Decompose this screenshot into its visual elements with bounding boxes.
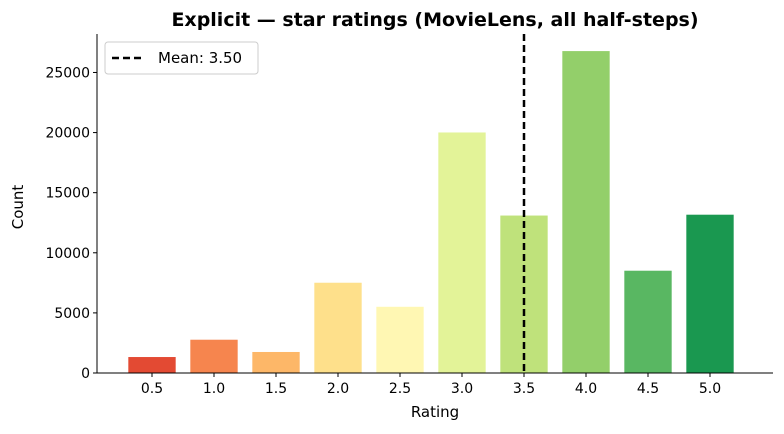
x-tick-label: 3.5 — [513, 381, 535, 397]
y-axis-label: Count — [9, 185, 27, 230]
x-tick-label: 0.5 — [141, 381, 163, 397]
chart-legend: Mean: 3.50 — [104, 41, 259, 75]
bar-2.5 — [375, 305, 425, 374]
legend-frame — [104, 41, 259, 75]
x-tick-label: 2.0 — [327, 381, 349, 397]
chart-title: Explicit — star ratings (MovieLens, all … — [171, 9, 698, 31]
bar-2.0 — [313, 281, 363, 374]
y-tick-label: 15000 — [45, 186, 90, 202]
x-tick-label: 4.5 — [637, 381, 659, 397]
bar-5.0 — [685, 213, 735, 374]
bar-4.0 — [561, 50, 611, 374]
y-tick-label: 25000 — [45, 65, 90, 81]
y-tick-label: 0 — [81, 366, 90, 382]
x-tick-label: 4.0 — [575, 381, 597, 397]
bar-4.5 — [623, 269, 673, 374]
bar-3.0 — [437, 131, 487, 374]
x-tick-label: 1.5 — [265, 381, 287, 397]
legend-mean-label: Mean: 3.50 — [158, 49, 242, 67]
x-tick-label: 5.0 — [699, 381, 721, 397]
bar-0.5 — [127, 356, 177, 374]
x-axis-label: Rating — [411, 403, 459, 421]
x-tick-label: 2.5 — [389, 381, 411, 397]
bar-1.5 — [251, 350, 301, 374]
y-tick-label: 10000 — [45, 246, 90, 262]
x-tick-label: 3.0 — [451, 381, 473, 397]
y-tick-label: 20000 — [45, 126, 90, 142]
y-tick-label: 5000 — [54, 306, 90, 322]
bar-1.0 — [189, 338, 239, 374]
x-tick-label: 1.0 — [203, 381, 225, 397]
